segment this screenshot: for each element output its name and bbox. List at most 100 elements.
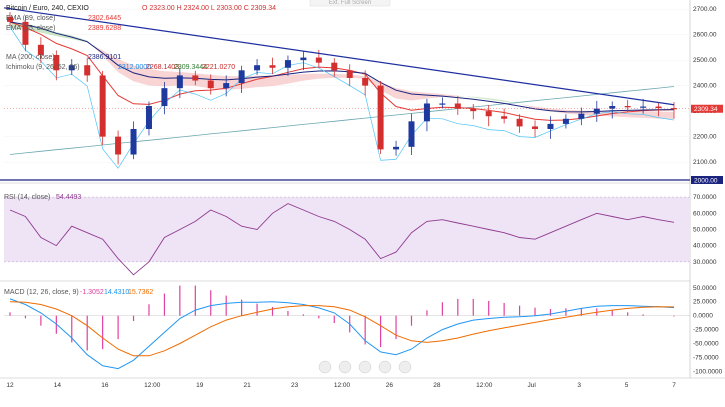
time-tick-label: 19 — [196, 382, 204, 389]
rsi-band — [4, 197, 690, 262]
candle-body — [578, 113, 585, 119]
macd-tick-label: 50.0000 — [693, 285, 717, 292]
cloud-segment — [396, 88, 412, 101]
candle-body — [161, 88, 168, 107]
candle-body — [470, 108, 477, 112]
time-axis[interactable]: 12 14 16 12:00 19 21 23 12:00 26 28 12:00 Jul 3 5 7 — [6, 382, 676, 389]
cloud-segment — [627, 111, 644, 118]
macd-value-1: -1.3052 — [80, 289, 104, 296]
rsi-tick-label: 40.0000 — [693, 243, 717, 250]
time-tick-label: 23 — [291, 382, 299, 389]
cloud-segment — [380, 82, 397, 99]
top-tab-label: Ext. Full Screen — [329, 0, 371, 6]
cloud-segment — [457, 95, 474, 98]
horizontal-line-badge — [691, 176, 723, 184]
time-tick-label: 12:00 — [144, 382, 161, 389]
macd-line — [9, 298, 675, 370]
symbol-title[interactable]: Bitcoin / Euro, 240, CEXIO — [6, 5, 89, 12]
time-tick-label: 28 — [433, 382, 441, 389]
macd-tick-label: -25.0000 — [693, 327, 719, 334]
trendline-group[interactable] — [3, 7, 675, 106]
ichimoku-label[interactable]: Ichimoku (9, 26, 52, 26) — [6, 64, 80, 71]
candle-body — [99, 75, 106, 137]
candle-body — [532, 126, 539, 129]
cloud-segment — [195, 73, 211, 89]
reset-icon[interactable] — [398, 360, 412, 374]
cloud-segment — [303, 73, 319, 81]
time-tick-label: 12:00 — [334, 382, 351, 389]
cloud-segment — [87, 40, 103, 56]
cloud-segment — [349, 74, 366, 79]
time-tick-label: 12:00 — [476, 382, 493, 389]
top-tab[interactable] — [309, 0, 391, 7]
candle-body — [516, 118, 523, 127]
time-tick-label: 5 — [625, 382, 629, 389]
cloud-segment — [287, 74, 304, 84]
macd-value-3: 15.7362 — [128, 289, 153, 296]
candlestick-series — [7, 12, 677, 165]
chart-legend: Ext. Full Screen Bitcoin / Euro, 240, CE… — [4, 0, 391, 296]
candle-body — [53, 55, 60, 71]
candle-body — [68, 65, 75, 71]
cloud-segment — [210, 74, 227, 90]
candle-body — [609, 106, 616, 109]
candle-body — [115, 136, 122, 155]
cloud-segment — [411, 91, 427, 101]
ma-value: 2386.9101 — [88, 54, 121, 61]
last-price-badge — [691, 104, 723, 113]
ichimoku-base-line — [9, 26, 675, 169]
candle-body — [593, 108, 600, 114]
zoom-out-icon[interactable] — [318, 360, 332, 374]
candle-body — [7, 16, 13, 22]
scroll-left-icon[interactable] — [358, 360, 372, 374]
replay-controls — [318, 360, 412, 374]
ma-label[interactable]: MA (200, close) — [6, 54, 55, 61]
ma-200-line — [9, 86, 675, 155]
macd-label[interactable]: MACD (12, 26, close, 9) — [4, 289, 79, 296]
ema2-value: 2389.6288 — [88, 25, 121, 32]
candle-body — [655, 106, 662, 109]
rsi-pane: 70.0000 60.0000 50.0000 40.0000 30.0000 — [4, 194, 717, 276]
cloud-segment — [519, 104, 536, 109]
candle-body — [485, 111, 492, 117]
candle-body — [207, 80, 214, 89]
price-tick-label: 2100.00 — [693, 159, 717, 166]
rsi-tick-label: 70.0000 — [693, 194, 717, 201]
ema2-label[interactable]: EMA (55, close) — [6, 25, 55, 32]
candle-body — [562, 118, 569, 124]
cloud-segment — [164, 71, 180, 87]
macd-pane: 50.0000 25.0000 0.0000 -25.0000 -50.0000 -75.… — [4, 285, 723, 375]
candle-body — [254, 65, 261, 71]
time-tick-label: 21 — [244, 382, 252, 389]
candle-body — [176, 75, 183, 89]
price-tick-label: 2400.00 — [693, 83, 717, 90]
ichimoku-value-1: 2312.0000 — [118, 64, 151, 71]
rsi-line — [9, 203, 675, 276]
cloud-segment — [318, 73, 335, 79]
cloud-segment — [504, 100, 520, 105]
ema1-label[interactable]: EMA (89, close) — [6, 15, 55, 22]
candle-body — [423, 103, 430, 122]
time-tick-label: 3 — [577, 382, 581, 389]
scroll-right-icon[interactable] — [378, 360, 392, 374]
price-axis[interactable]: 2700.002600.002500.002400.002300.002200.… — [0, 6, 723, 185]
price-tick-label: 2600.00 — [693, 32, 717, 39]
rsi-label[interactable]: RSI (14, close) — [4, 194, 50, 201]
macd-tick-label: 0.0000 — [693, 313, 713, 320]
cloud-segment — [565, 109, 582, 116]
candle-body — [315, 57, 322, 63]
ema1-value: 2302.6445 — [88, 15, 121, 22]
candle-body — [408, 121, 415, 147]
candle-body — [439, 103, 446, 105]
price-tick-label: 2500.00 — [693, 57, 717, 64]
candle-body — [145, 106, 152, 129]
cloud-segment — [658, 111, 674, 120]
candle-body — [377, 85, 384, 150]
time-tick-label: 14 — [54, 382, 62, 389]
macd-tick-label: -100.0000 — [693, 368, 723, 375]
trendline — [3, 7, 675, 106]
zoom-in-icon[interactable] — [338, 360, 352, 374]
ohlc-values: O 2323.00 H 2324.00 L 2303.00 C 2309.34 — [142, 5, 276, 12]
cloud-segment — [272, 74, 288, 87]
